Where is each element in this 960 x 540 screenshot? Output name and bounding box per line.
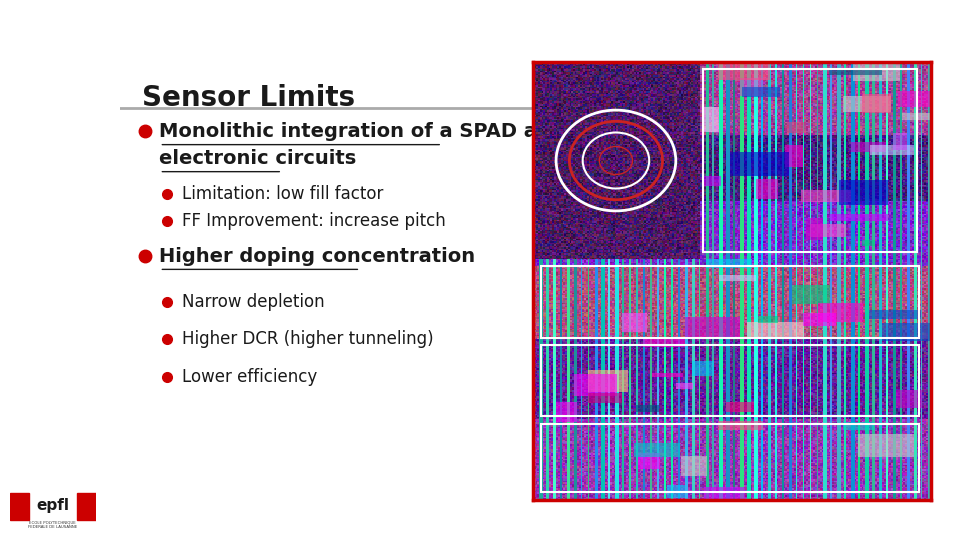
Bar	[703, 69, 918, 252]
Text: Higher doping concentration: Higher doping concentration	[159, 247, 475, 266]
Text: Lower efficiency: Lower efficiency	[181, 368, 317, 386]
Bar	[541, 424, 919, 492]
Bar	[541, 266, 919, 338]
Bar	[77, 493, 96, 520]
Text: Sensor Limits: Sensor Limits	[142, 84, 355, 112]
Text: electronic circuits: electronic circuits	[159, 149, 357, 168]
Text: Circuits: Circuits	[843, 288, 895, 302]
Text: ECOLE POLYTECHNIQUE
FEDERALE DE LAUSANNE: ECOLE POLYTECHNIQUE FEDERALE DE LAUSANNE	[28, 521, 78, 529]
Text: Higher DCR (higher tunneling): Higher DCR (higher tunneling)	[181, 330, 433, 348]
Text: FF Improvement: increase pitch: FF Improvement: increase pitch	[181, 212, 445, 230]
Bar	[541, 345, 919, 416]
Text: 7: 7	[836, 455, 846, 470]
Bar	[10, 493, 29, 520]
Text: Monolithic integration of a SPAD and: Monolithic integration of a SPAD and	[159, 122, 565, 141]
Text: Limitation: low fill factor: Limitation: low fill factor	[181, 185, 383, 202]
Text: SPAD: SPAD	[533, 218, 569, 232]
Text: epfl: epfl	[36, 498, 69, 513]
Text: Narrow depletion: Narrow depletion	[181, 293, 324, 311]
